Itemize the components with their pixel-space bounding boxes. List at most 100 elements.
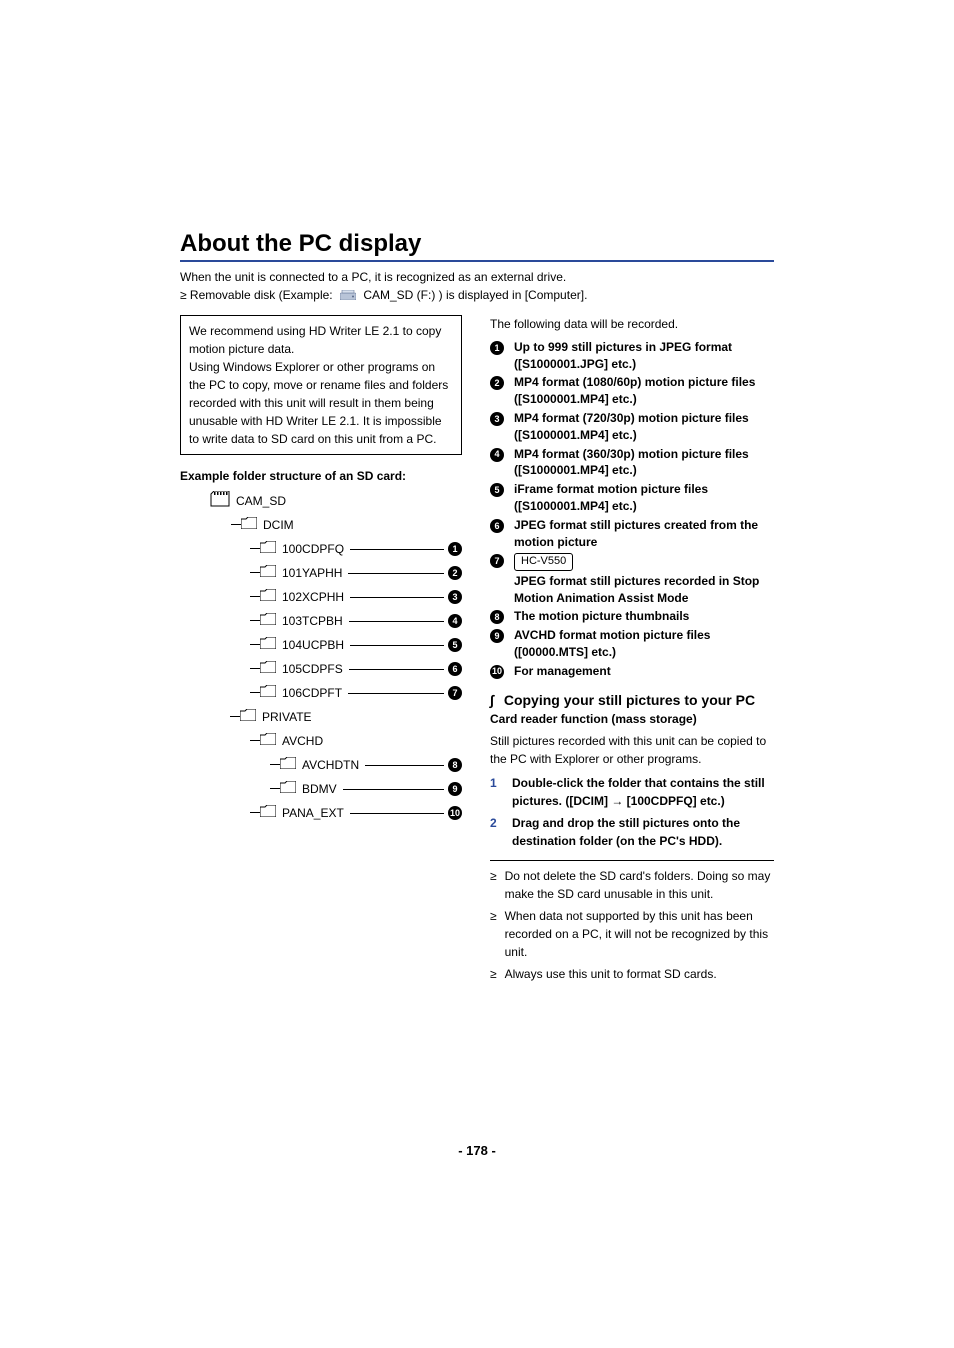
folder-tree: CAM_SD DCIM 100CDPFQ 1 101YAPHH	[190, 489, 462, 825]
tree-label: 103TCPBH	[282, 614, 343, 628]
tree-private: PRIVATE	[190, 705, 462, 729]
tree-dcim: DCIM	[190, 513, 462, 537]
tree-label: 101YAPHH	[282, 566, 342, 580]
two-column-layout: We recommend using HD Writer LE 2.1 to c…	[180, 315, 774, 988]
folder-icon	[280, 781, 296, 796]
tree-label: BDMV	[302, 782, 337, 796]
sd-card-icon	[210, 491, 230, 510]
bullet-icon: ≥	[490, 965, 497, 983]
tree-leaf: 100CDPFQ 1	[190, 537, 462, 561]
bullet-icon: ≥	[490, 907, 497, 961]
tree-label: AVCHD	[282, 734, 323, 748]
left-column: We recommend using HD Writer LE 2.1 to c…	[180, 315, 462, 988]
folder-icon	[241, 517, 257, 532]
bullet-icon: ≥	[490, 867, 497, 903]
folder-icon	[260, 805, 276, 820]
tree-leaf: AVCHDTN 8	[190, 753, 462, 777]
desc-text: Up to 999 still pictures in JPEG format …	[514, 339, 774, 373]
desc-row: 1 Up to 999 still pictures in JPEG forma…	[490, 339, 774, 373]
step-number: 2	[490, 814, 500, 850]
warnings-list: ≥ Do not delete the SD card's folders. D…	[490, 867, 774, 983]
intro-line: When the unit is connected to a PC, it i…	[180, 268, 774, 286]
desc-row: 5 iFrame format motion picture files ([S…	[490, 481, 774, 515]
step-number: 1	[490, 774, 500, 810]
desc-row: 3 MP4 format (720/30p) motion picture fi…	[490, 410, 774, 444]
folder-icon	[280, 757, 296, 772]
tree-leaf: 102XCPHH 3	[190, 585, 462, 609]
warning-row: ≥ Always use this unit to format SD card…	[490, 965, 774, 983]
tree-leaf: PANA_EXT 10	[190, 801, 462, 825]
circled-number-icon: 10	[448, 806, 462, 820]
circled-number-icon: 5	[490, 483, 504, 497]
drive-icon	[340, 287, 356, 305]
circled-number-icon: 1	[448, 542, 462, 556]
desc-text: AVCHD format motion picture files ([0000…	[514, 627, 774, 661]
circled-number-icon: 2	[490, 376, 504, 390]
folder-icon	[240, 709, 256, 724]
desc-text: For management	[514, 663, 774, 680]
circled-number-icon: 4	[448, 614, 462, 628]
right-column: The following data will be recorded. 1 U…	[490, 315, 774, 988]
folder-icon	[260, 685, 276, 700]
tree-label: AVCHDTN	[302, 758, 359, 772]
circled-number-icon: 6	[448, 662, 462, 676]
description-list: 1 Up to 999 still pictures in JPEG forma…	[490, 339, 774, 680]
page-title: About the PC display	[180, 230, 774, 262]
circled-number-icon: 4	[490, 448, 504, 462]
note-box: We recommend using HD Writer LE 2.1 to c…	[180, 315, 462, 455]
step-text: Double-click the folder that contains th…	[512, 774, 774, 810]
tree-label: DCIM	[263, 518, 294, 532]
desc-text: MP4 format (1080/60p) motion picture fil…	[514, 374, 774, 408]
tree-label: 106CDPFT	[282, 686, 342, 700]
tree-avchd: AVCHD	[190, 729, 462, 753]
copy-heading-text: Copying your still pictures to your PC	[504, 692, 755, 709]
circled-number-icon: 10	[490, 665, 504, 679]
circled-number-icon: 9	[490, 629, 504, 643]
tree-leaf: 103TCPBH 4	[190, 609, 462, 633]
circled-number-icon: 3	[490, 412, 504, 426]
circled-number-icon: 6	[490, 519, 504, 533]
desc-text: MP4 format (720/30p) motion picture file…	[514, 410, 774, 444]
tree-label: 104UCPBH	[282, 638, 344, 652]
example-heading: Example folder structure of an SD card:	[180, 469, 462, 483]
card-reader-heading: Card reader function (mass storage)	[490, 712, 774, 726]
desc-row: 9 AVCHD format motion picture files ([00…	[490, 627, 774, 661]
circled-number-icon: 1	[490, 341, 504, 355]
tree-leaf: 101YAPHH 2	[190, 561, 462, 585]
warning-text: Do not delete the SD card's folders. Doi…	[505, 867, 774, 903]
tree-label: 105CDPFS	[282, 662, 343, 676]
tree-label: PRIVATE	[262, 710, 312, 724]
document-page: About the PC display When the unit is co…	[0, 0, 954, 1348]
circled-number-icon: 7	[490, 554, 504, 568]
tree-leaf: 106CDPFT 7	[190, 681, 462, 705]
step-text: Drag and drop the still pictures onto th…	[512, 814, 774, 850]
circled-number-icon: 8	[448, 758, 462, 772]
tree-leaf: 105CDPFS 6	[190, 657, 462, 681]
folder-icon	[260, 637, 276, 652]
step-row: 1 Double-click the folder that contains …	[490, 774, 774, 810]
drive-label: CAM_SD (F:)	[363, 288, 435, 302]
desc-text: iFrame format motion picture files ([S10…	[514, 481, 774, 515]
page-number: - 178 -	[0, 1143, 954, 1158]
folder-icon	[260, 589, 276, 604]
circled-number-icon: 7	[448, 686, 462, 700]
circled-number-icon: 5	[448, 638, 462, 652]
tree-leaf: 104UCPBH 5	[190, 633, 462, 657]
divider	[490, 860, 774, 861]
circled-number-icon: 3	[448, 590, 462, 604]
intro-block: When the unit is connected to a PC, it i…	[180, 268, 774, 305]
tree-leaf: BDMV 9	[190, 777, 462, 801]
desc-row: 8 The motion picture thumbnails	[490, 608, 774, 625]
desc-row: 2 MP4 format (1080/60p) motion picture f…	[490, 374, 774, 408]
warning-text: When data not supported by this unit has…	[505, 907, 774, 961]
desc-row: 6 JPEG format still pictures created fro…	[490, 517, 774, 551]
step-row: 2 Drag and drop the still pictures onto …	[490, 814, 774, 850]
folder-icon	[260, 541, 276, 556]
desc-text: HC-V550JPEG format still pictures record…	[514, 552, 774, 606]
desc-row: 4 MP4 format (360/30p) motion picture fi…	[490, 446, 774, 480]
circled-number-icon: 8	[490, 610, 504, 624]
desc-row: 7 HC-V550JPEG format still pictures reco…	[490, 552, 774, 606]
steps-list: 1 Double-click the folder that contains …	[490, 774, 774, 850]
intro-suffix: ) is displayed in [Computer].	[439, 288, 588, 302]
warning-row: ≥ When data not supported by this unit h…	[490, 907, 774, 961]
